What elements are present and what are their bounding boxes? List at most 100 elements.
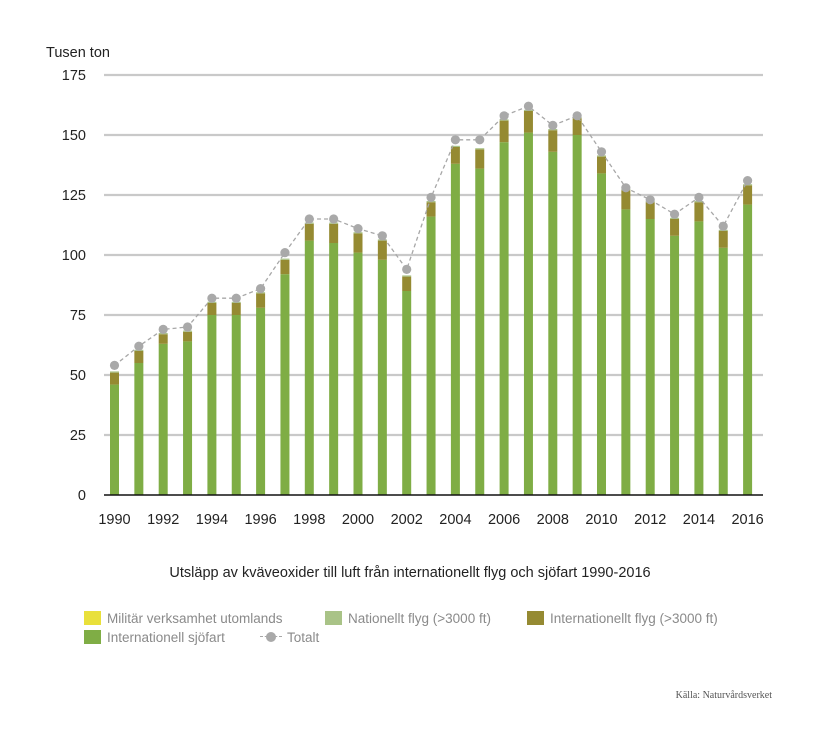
x-tick-label: 1992 bbox=[147, 512, 179, 528]
total-point-2011 bbox=[621, 183, 631, 193]
bar-1993-series-1 bbox=[183, 331, 193, 342]
y-tick-label: 25 bbox=[70, 428, 86, 444]
bar-2013-series-1 bbox=[670, 219, 680, 236]
x-tick-label: 2000 bbox=[342, 512, 374, 528]
x-tick-label: 2016 bbox=[731, 512, 763, 528]
bar-2003-series-1 bbox=[426, 202, 436, 217]
bar-2010-series-1 bbox=[597, 156, 606, 174]
bar-2015-series-1 bbox=[718, 231, 728, 248]
bar-2005-series-0 bbox=[475, 168, 485, 495]
legend-swatch-total bbox=[260, 630, 282, 644]
bar-1991-series-0 bbox=[134, 363, 144, 495]
total-point-1996 bbox=[256, 284, 266, 294]
total-point-1992 bbox=[158, 324, 168, 334]
legend-item-total: Totalt bbox=[260, 630, 319, 645]
bar-2007-series-0 bbox=[523, 132, 533, 495]
total-point-2016 bbox=[743, 176, 753, 186]
x-tick-label: 2004 bbox=[439, 512, 471, 528]
total-point-1994 bbox=[207, 293, 217, 303]
total-point-2000 bbox=[353, 224, 363, 234]
bar-2008-series-1 bbox=[548, 130, 558, 152]
total-point-2006 bbox=[499, 111, 509, 121]
bar-1997-series-2 bbox=[280, 258, 290, 260]
x-tick-label: 1996 bbox=[244, 512, 276, 528]
bar-2006-series-1 bbox=[499, 120, 509, 143]
total-point-2002 bbox=[402, 264, 412, 274]
bar-1994-series-1 bbox=[207, 303, 217, 315]
bar-2011-series-1 bbox=[621, 190, 631, 210]
total-point-2007 bbox=[523, 101, 534, 111]
legend-swatch-military bbox=[84, 611, 101, 625]
total-point-2004 bbox=[450, 135, 460, 145]
total-point-2009 bbox=[572, 111, 582, 121]
total-line bbox=[109, 101, 753, 370]
x-tick-label: 2008 bbox=[537, 512, 569, 528]
bar-2005-series-2 bbox=[475, 148, 485, 150]
bar-2000-series-0 bbox=[353, 252, 363, 495]
bar-2001-series-1 bbox=[377, 240, 387, 260]
bar-2008-series-0 bbox=[548, 151, 558, 496]
bar-2015-series-0 bbox=[718, 247, 728, 495]
bar-2004-series-0 bbox=[450, 163, 460, 496]
x-tick-label: 2006 bbox=[488, 512, 520, 528]
bar-1998-series-1 bbox=[304, 223, 314, 241]
y-tick-label: 0 bbox=[78, 488, 86, 504]
bar-1999-series-0 bbox=[329, 243, 339, 495]
legend-item-military: Militär verksamhet utomlands bbox=[84, 611, 283, 626]
bar-2016-series-1 bbox=[743, 185, 753, 205]
total-point-2008 bbox=[548, 120, 558, 130]
x-tick-label: 1990 bbox=[98, 512, 130, 528]
legend-swatch-international-aviation bbox=[527, 611, 544, 625]
total-point-1997 bbox=[280, 248, 290, 258]
legend-swatch-shipping bbox=[84, 630, 101, 644]
bar-2002-series-0 bbox=[402, 291, 412, 495]
legend-item-domestic-aviation: Nationellt flyg (>3000 ft) bbox=[325, 611, 491, 626]
total-point-2005 bbox=[475, 135, 485, 145]
x-tick-label: 2002 bbox=[391, 512, 423, 528]
bar-2007-series-1 bbox=[523, 111, 533, 133]
chart-plot: 0 25 50 75 100 125 150 175 1990 1992 1994 1996 1998… bbox=[62, 68, 764, 528]
total-point-1990 bbox=[109, 360, 120, 370]
bar-1991-series-1 bbox=[134, 351, 144, 363]
total-point-2001 bbox=[377, 231, 387, 241]
x-tick-labels: 1990 1992 1994 1996 1998 2000 2002 2004 2006 2008… bbox=[98, 512, 763, 528]
bar-2004-series-1 bbox=[450, 147, 460, 164]
bar-1999-series-1 bbox=[329, 223, 339, 243]
total-point-1998 bbox=[304, 214, 314, 224]
y-tick-label: 75 bbox=[70, 308, 86, 324]
y-axis-label: Tusen ton bbox=[46, 45, 110, 61]
chart-title: Utsläpp av kväveoxider till luft från in… bbox=[169, 565, 651, 581]
bar-2003-series-0 bbox=[426, 216, 436, 495]
bar-2011-series-0 bbox=[621, 209, 631, 495]
bar-1995-series-1 bbox=[231, 303, 241, 315]
x-tick-label: 1998 bbox=[293, 512, 325, 528]
x-tick-label: 2014 bbox=[683, 512, 715, 528]
total-point-2012 bbox=[645, 195, 655, 205]
y-tick-label: 100 bbox=[62, 248, 86, 264]
bar-1996-series-0 bbox=[256, 307, 266, 495]
bar-2005-series-1 bbox=[475, 149, 485, 169]
bar-2010-series-0 bbox=[597, 173, 606, 495]
bar-1992-series-1 bbox=[158, 334, 168, 344]
legend-label-international-aviation: Internationellt flyg (>3000 ft) bbox=[550, 611, 718, 626]
total-point-2013 bbox=[669, 209, 680, 219]
bar-1990-series-1 bbox=[110, 372, 119, 385]
bar-2004-series-2 bbox=[450, 145, 460, 147]
x-tick-label: 1994 bbox=[196, 512, 228, 528]
legend-item-shipping: Internationell sjöfart bbox=[84, 630, 225, 645]
y-tick-label: 125 bbox=[62, 188, 86, 204]
bar-1994-series-0 bbox=[207, 315, 217, 495]
y-tick-label: 50 bbox=[70, 368, 86, 384]
total-point-1991 bbox=[134, 341, 144, 351]
bar-2012-series-0 bbox=[645, 219, 655, 495]
bar-2012-series-1 bbox=[645, 202, 655, 219]
legend-swatch-domestic-aviation bbox=[325, 611, 342, 625]
bar-1995-series-0 bbox=[231, 315, 241, 495]
bar-1990-series-2 bbox=[110, 371, 119, 373]
bar-2014-series-1 bbox=[694, 202, 704, 222]
total-point-2010 bbox=[596, 147, 607, 157]
bar-2009-series-1 bbox=[572, 118, 582, 135]
legend-label-total: Totalt bbox=[287, 630, 320, 645]
bar-2013-series-0 bbox=[670, 235, 680, 496]
source-note: Källa: Naturvårdsverket bbox=[675, 690, 772, 701]
